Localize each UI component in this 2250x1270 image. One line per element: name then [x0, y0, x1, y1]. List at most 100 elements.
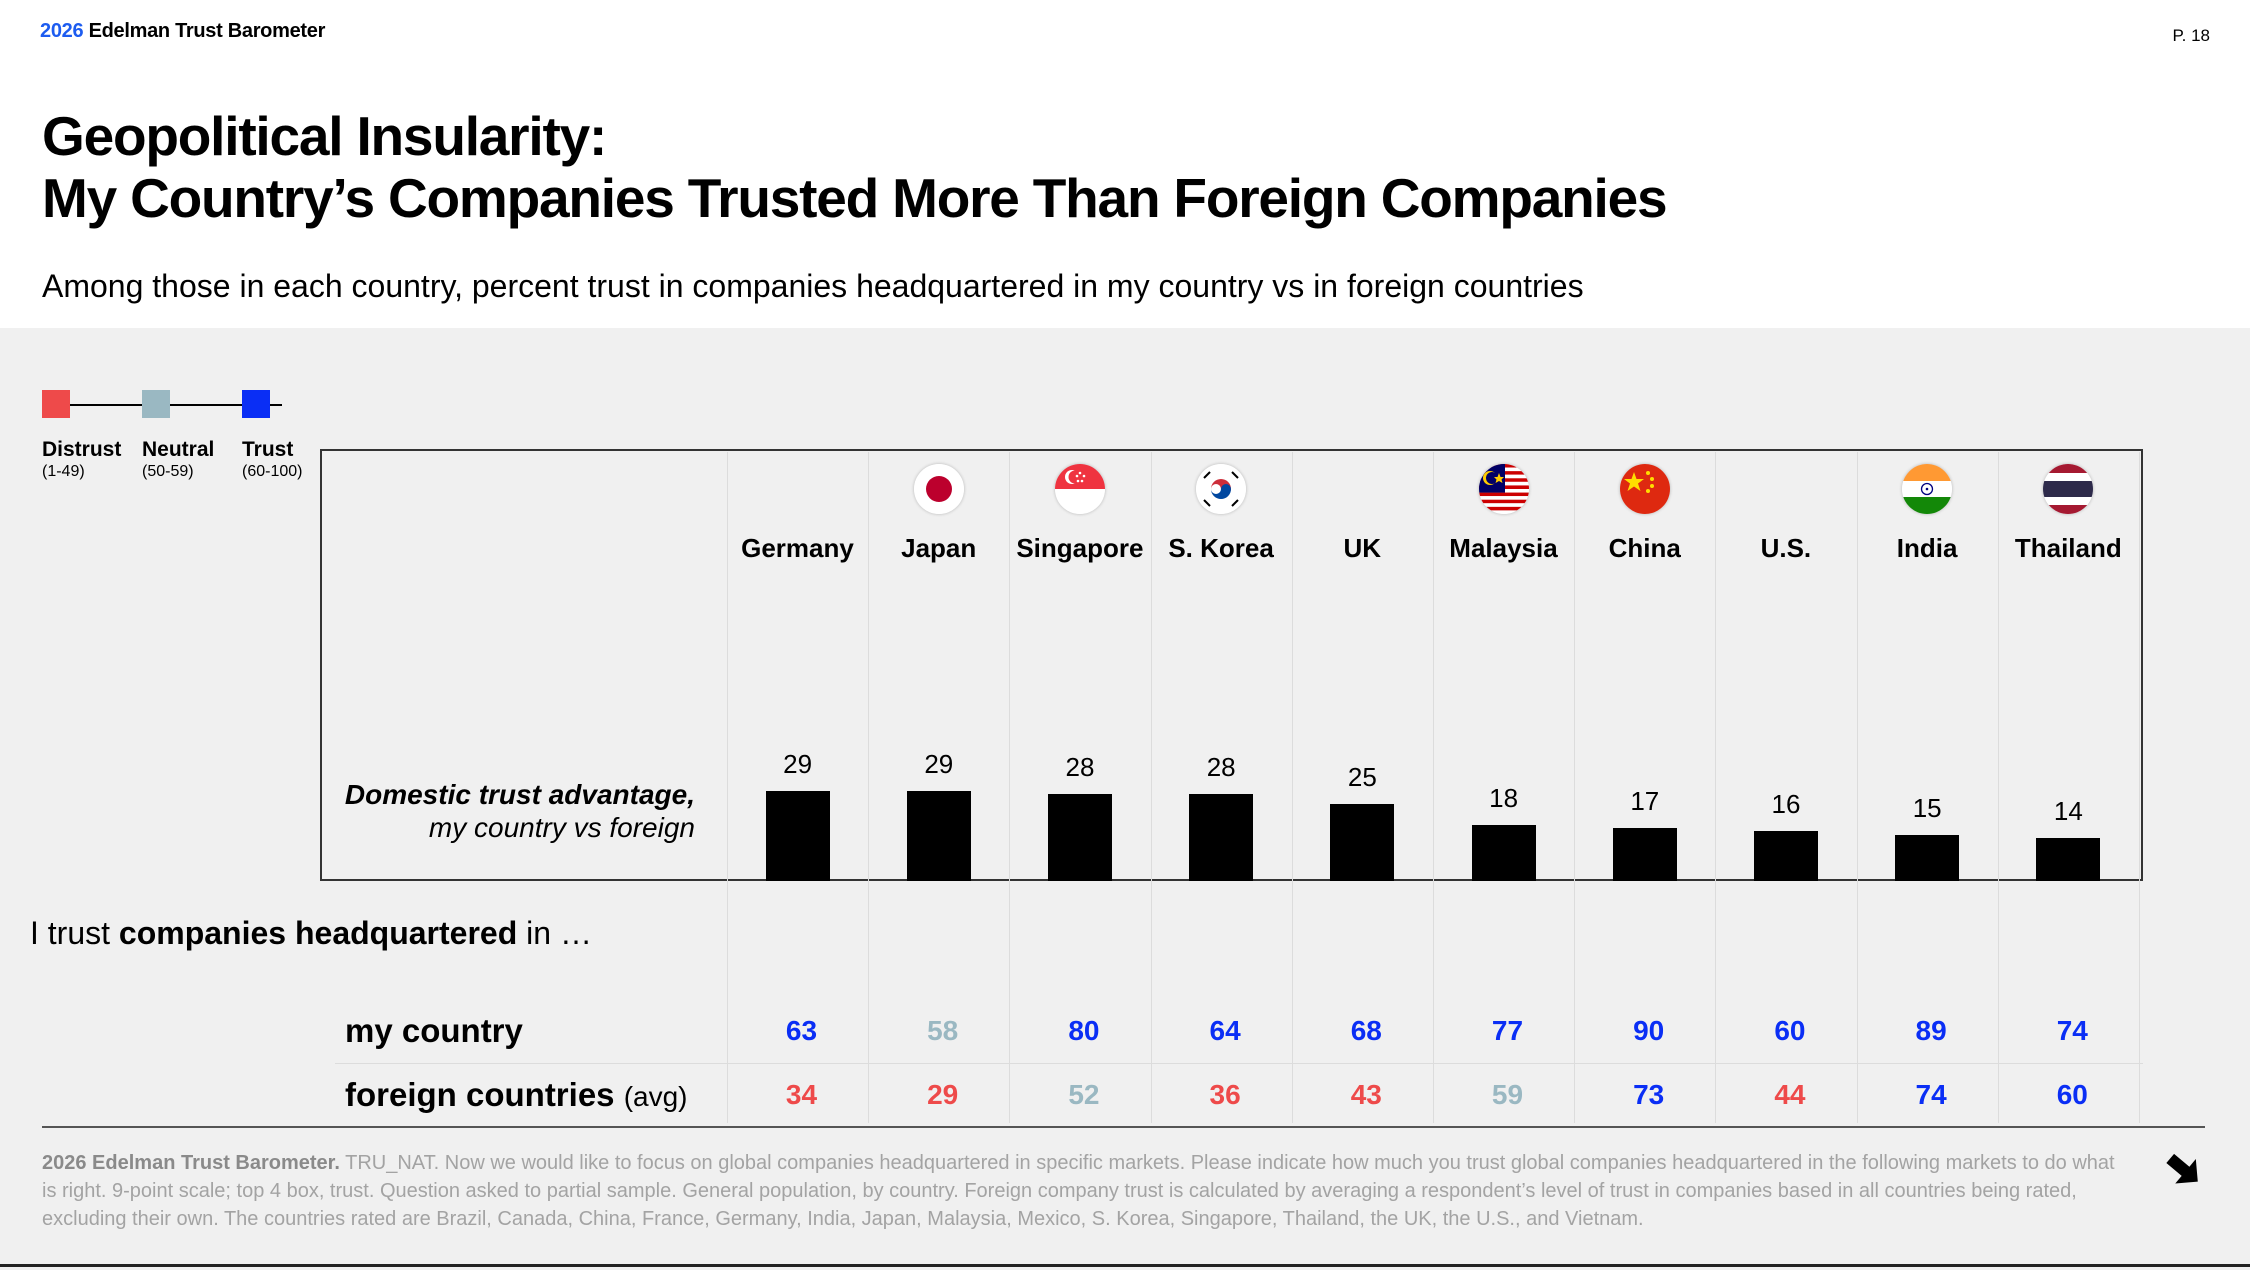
- bar-uk: [1330, 803, 1395, 881]
- row-label-my-country: my country: [345, 1012, 523, 1049]
- country-label-india: India: [1896, 533, 1958, 563]
- bar-label-malaysia: 18: [1489, 783, 1519, 814]
- my-country-value-thailand: 74: [2056, 1015, 2088, 1046]
- trust-intro-bold: companies headquartered: [118, 915, 518, 951]
- legend-swatch-trust: [242, 390, 270, 418]
- page-number: P. 18: [2172, 26, 2210, 45]
- column-divider: [1574, 452, 1576, 1123]
- row-label-foreign: foreign countries (avg): [345, 1076, 688, 1114]
- chart-panel: [0, 328, 2250, 1270]
- column-divider: [1856, 452, 1858, 1123]
- country-label-u-s: U.S.: [1760, 533, 1812, 563]
- legend-swatch-distrust: [42, 390, 70, 418]
- column-divider: [1715, 452, 1717, 1123]
- bar-label-singapore: 28: [1065, 752, 1095, 783]
- legend-label-trust: Trust: [242, 438, 294, 461]
- foreign-value-uk: 43: [1350, 1079, 1382, 1110]
- page-title: Geopolitical Insularity: My Country’s Com…: [42, 105, 1668, 229]
- india-flag-icon: [1902, 464, 1953, 514]
- my-country-value-japan: 58: [927, 1015, 959, 1046]
- foreign-value-u-s: 44: [1774, 1079, 1806, 1110]
- my-country-value-u-s: 60: [1774, 1015, 1806, 1046]
- foreign-value-germany: 34: [785, 1079, 818, 1110]
- title-line-1: Geopolitical Insularity:: [42, 105, 607, 167]
- country-label-germany: Germany: [741, 533, 854, 563]
- advantage-label-bold: Domestic trust advantage,: [344, 779, 695, 810]
- thailand-flag-icon: [2043, 464, 2094, 514]
- japan-flag-icon: [913, 464, 964, 514]
- legend-range-neutral: (50-59): [142, 463, 194, 480]
- legend-label-distrust: Distrust: [42, 438, 122, 461]
- brand-year: 2026: [40, 20, 84, 42]
- my-country-value-germany: 63: [785, 1015, 818, 1046]
- footnote-text: TRU_NAT. Now we would like to focus on g…: [42, 1152, 2115, 1230]
- advantage-label-rest: my country vs foreign: [428, 812, 695, 843]
- column-divider: [727, 452, 728, 1123]
- bar-u-s: [1754, 831, 1818, 881]
- row-label-foreign-avg: (avg): [623, 1081, 688, 1112]
- trust-intro-prefix: I trust: [30, 915, 119, 951]
- legend-connector-line: [62, 404, 282, 406]
- bar-label-japan: 29: [924, 749, 954, 780]
- legend-range-trust: (60-100): [242, 463, 303, 480]
- color-legend: Distrust Neutral Trust (1-49) (50-59) (6…: [42, 390, 342, 490]
- table-row-divider: [335, 1063, 2143, 1064]
- bar-label-india: 15: [1912, 792, 1942, 823]
- next-arrow-icon[interactable]: [2153, 1139, 2215, 1201]
- singapore-flag-icon: [1055, 464, 1105, 514]
- trust-intro: I trust companies headquartered in …: [30, 915, 592, 952]
- advantage-label: Domestic trust advantage, my country vs f…: [250, 778, 695, 844]
- bar-india: [1895, 834, 1960, 881]
- foreign-value-singapore: 52: [1068, 1079, 1100, 1110]
- legend-label-neutral: Neutral: [142, 438, 215, 461]
- country-label-malaysia: Malaysia: [1449, 533, 1558, 563]
- bottom-border: [0, 1264, 2250, 1267]
- bar-label-uk: 25: [1347, 761, 1377, 792]
- malaysia-flag-icon: [1478, 464, 1529, 514]
- bar-china: [1612, 828, 1677, 881]
- foreign-value-s-korea: 36: [1209, 1079, 1241, 1110]
- my-country-value-singapore: 80: [1068, 1015, 1100, 1046]
- bar-label-thailand: 14: [2053, 795, 2083, 826]
- my-country-value-malaysia: 77: [1491, 1015, 1524, 1046]
- column-divider: [868, 452, 870, 1123]
- bar-label-germany: 29: [783, 749, 813, 780]
- bar-label-u-s: 16: [1771, 789, 1801, 820]
- title-line-2: My Country’s Companies Trusted More Than…: [42, 167, 1668, 229]
- my-country-value-uk: 68: [1350, 1015, 1382, 1046]
- foreign-value-india: 74: [1915, 1079, 1947, 1110]
- foreign-value-thailand: 60: [2056, 1079, 2088, 1110]
- south-korea-flag-icon: [1196, 464, 1247, 514]
- country-label-thailand: Thailand: [2014, 533, 2122, 563]
- column-divider: [2139, 452, 2140, 1123]
- bar-label-china: 17: [1630, 786, 1660, 817]
- column-divider: [1150, 452, 1152, 1123]
- page-subtitle: Among those in each country, percent tru…: [42, 268, 1584, 304]
- footnote: 2026 Edelman Trust Barometer. TRU_NAT. N…: [42, 1149, 2122, 1233]
- footnote-source: 2026 Edelman Trust Barometer.: [42, 1152, 340, 1174]
- foreign-value-china: 73: [1633, 1079, 1665, 1110]
- country-label-singapore: Singapore: [1016, 533, 1144, 563]
- country-label-s-korea: S. Korea: [1168, 533, 1274, 563]
- china-flag-icon: [1619, 464, 1670, 514]
- trust-intro-suffix: in …: [517, 915, 592, 951]
- bar-s-korea: [1189, 794, 1254, 881]
- country-label-uk: UK: [1343, 533, 1382, 563]
- bar-label-s-korea: 28: [1206, 752, 1236, 783]
- my-country-value-s-korea: 64: [1209, 1015, 1241, 1046]
- country-label-japan: Japan: [901, 533, 977, 563]
- bar-singapore: [1048, 794, 1112, 881]
- foreign-value-japan: 29: [927, 1079, 959, 1110]
- column-divider: [1433, 452, 1434, 1123]
- column-divider: [1997, 452, 1999, 1123]
- my-country-value-india: 89: [1915, 1015, 1947, 1046]
- my-country-value-china: 90: [1633, 1015, 1665, 1046]
- footer-divider: [42, 1126, 2205, 1128]
- column-divider: [1291, 452, 1293, 1123]
- brand-logo: 2026 Edelman Trust Barometer: [40, 20, 325, 43]
- bar-thailand: [2036, 837, 2101, 881]
- legend-range-distrust: (1-49): [42, 463, 85, 480]
- row-label-foreign-main: foreign countries: [345, 1076, 615, 1113]
- bar-japan: [906, 791, 971, 881]
- bar-malaysia: [1471, 825, 1536, 881]
